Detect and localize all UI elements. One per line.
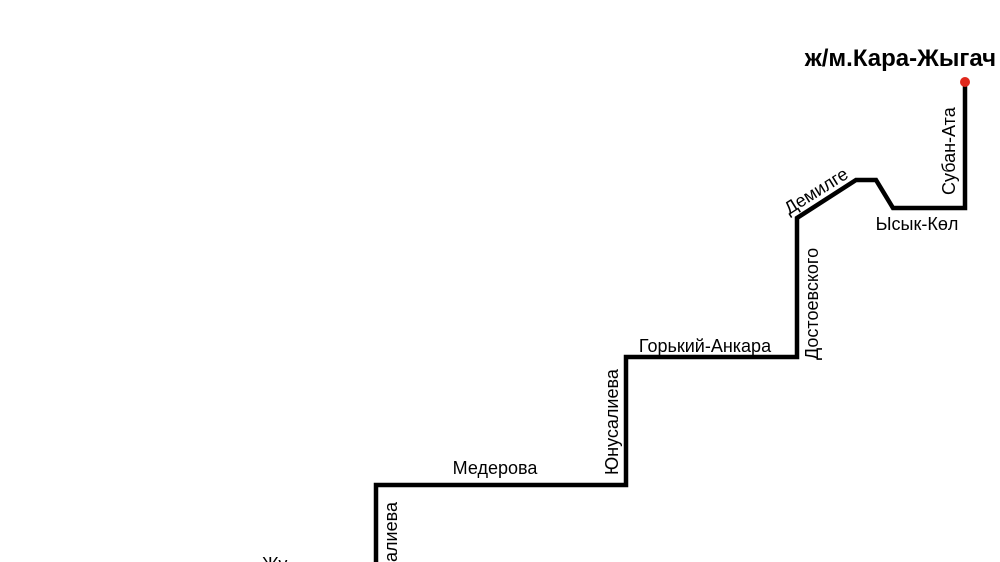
- street-label-gorkiy-ankara: Горький-Анкара: [639, 336, 772, 356]
- street-label-ysyk-kol: Ысык-Көл: [876, 214, 959, 234]
- route-line: [373, 79, 968, 562]
- street-label-lower-vertical: алиева: [381, 501, 401, 562]
- street-label-suban-ata: Субан-Ата: [939, 106, 959, 195]
- street-label-bottom-left: Жу: [262, 554, 287, 562]
- terminus-label: ж/м.Кара-Жыгач: [804, 45, 996, 72]
- terminus-marker: [960, 77, 970, 87]
- street-label-yunusalieva: Юнусалиева: [602, 368, 622, 475]
- street-label-dostoevskogo: Достоевского: [802, 248, 822, 360]
- street-label-mederova: Медерова: [453, 458, 539, 478]
